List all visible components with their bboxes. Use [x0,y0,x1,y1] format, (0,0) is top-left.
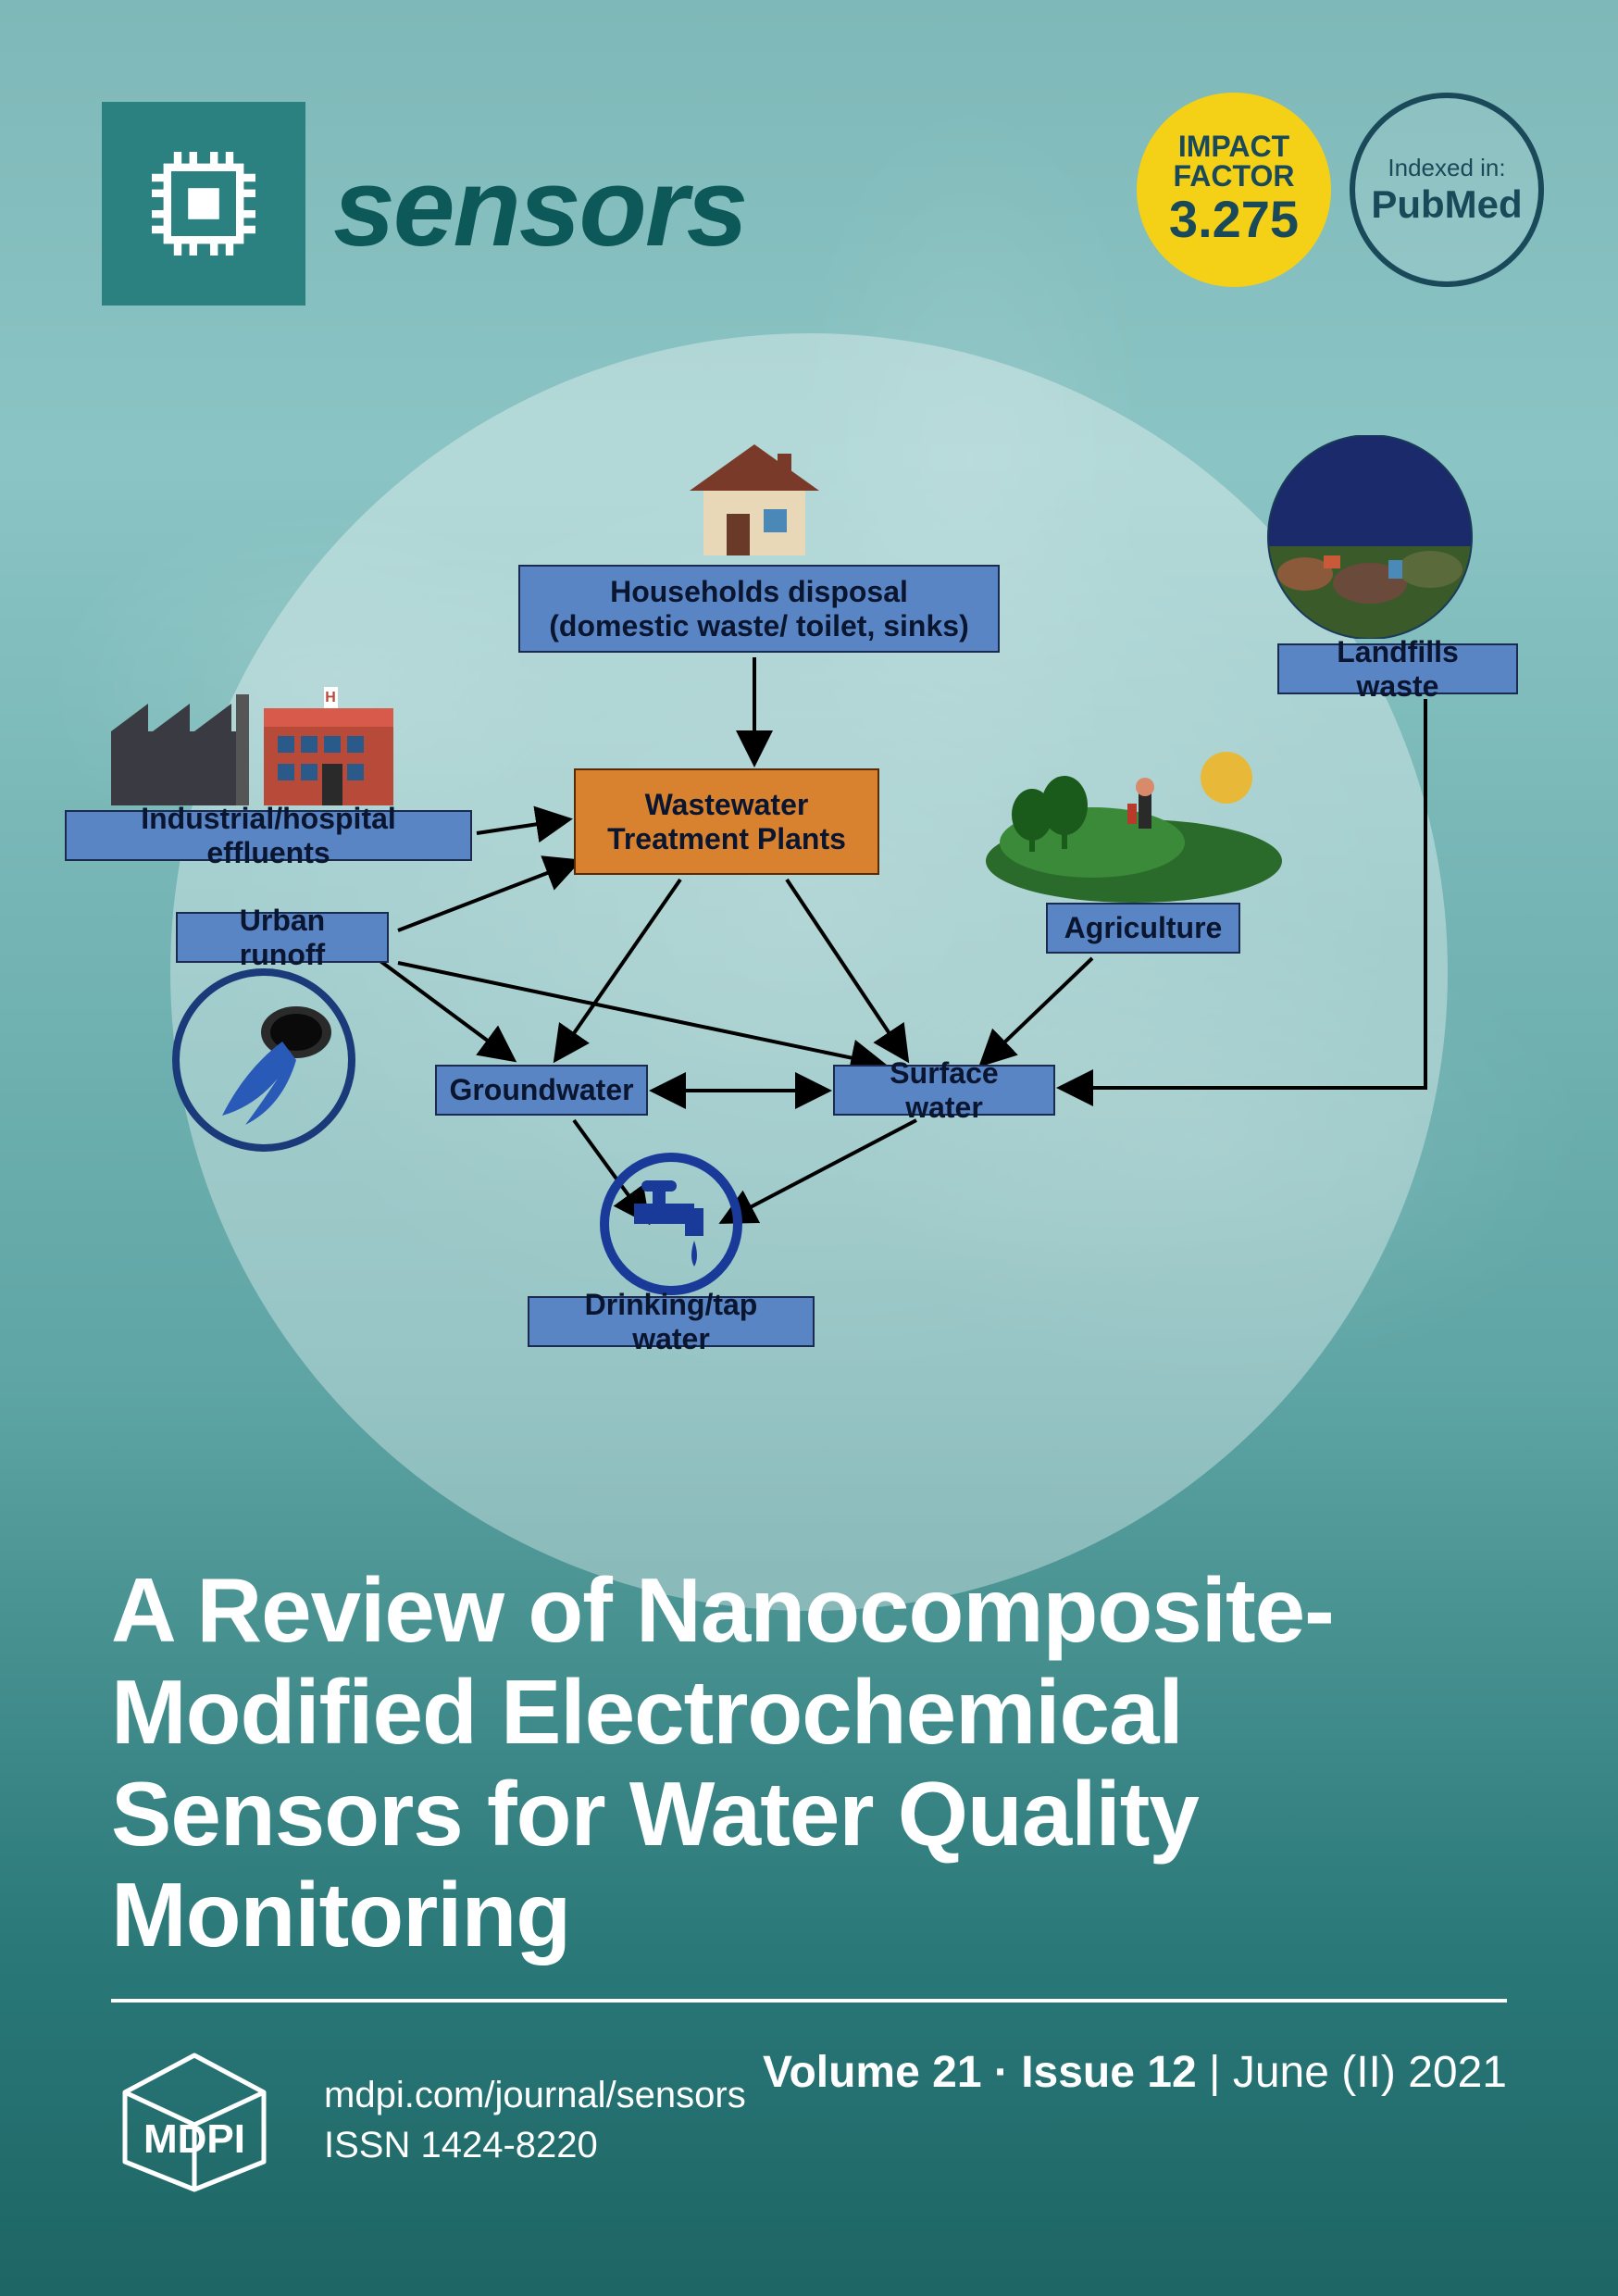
landfill-icon [1250,435,1490,639]
chip-icon [139,139,268,268]
impact-label-2: FACTOR [1174,161,1295,191]
pubmed-badge: Indexed in: PubMed [1350,93,1544,287]
issn: ISSN 1424-8220 [324,2120,746,2170]
journal-url: mdpi.com/journal/sensors [324,2070,746,2120]
node-urban: Urban runoff [176,912,389,963]
impact-label-1: IMPACT [1178,131,1289,161]
pubmed-label: PubMed [1371,182,1522,227]
footer: MDPI mdpi.com/journal/sensors ISSN 1424-… [111,2046,746,2194]
svg-text:H: H [325,690,336,705]
pipe-icon [171,967,356,1153]
flowchart-diagram: H Households disposal(domestic waste/ to… [0,398,1618,1463]
factory-icon: H [102,676,398,810]
mdpi-text: MDPI [143,2116,245,2162]
volume: Volume 21 [763,2048,982,2097]
indexed-in-label: Indexed in: [1388,154,1505,182]
issue: Issue 12 [1021,2048,1196,2097]
impact-value: 3.275 [1169,191,1299,248]
farm-icon [981,741,1287,903]
node-drinking: Drinking/tap water [528,1296,815,1347]
journal-logo-box [102,102,305,306]
mdpi-logo: MDPI [111,2046,278,2194]
issue-date: June (II) 2021 [1233,2048,1507,2097]
node-households: Households disposal(domestic waste/ toil… [518,565,1000,653]
footer-text: mdpi.com/journal/sensors ISSN 1424-8220 [324,2070,746,2170]
node-ground: Groundwater [435,1065,648,1116]
article-title: A Review of Nanocomposite-Modified Elect… [111,1560,1507,1966]
node-wwtp: WastewaterTreatment Plants [574,768,879,875]
node-agri: Agriculture [1046,903,1240,954]
node-industrial: Industrial/hospital effluents [65,810,472,861]
impact-factor-badge: IMPACT FACTOR 3.275 [1137,93,1331,287]
title-block: A Review of Nanocomposite-Modified Elect… [111,1560,1507,2098]
house-icon [676,440,833,560]
journal-cover: sensors IMPACT FACTOR 3.275 Indexed in: … [0,0,1618,2296]
journal-name: sensors [333,144,746,271]
node-landfills: Landfills waste [1277,643,1518,694]
title-rule [111,1999,1507,2003]
node-surface: Surface water [833,1065,1055,1116]
tap-icon [597,1153,745,1296]
